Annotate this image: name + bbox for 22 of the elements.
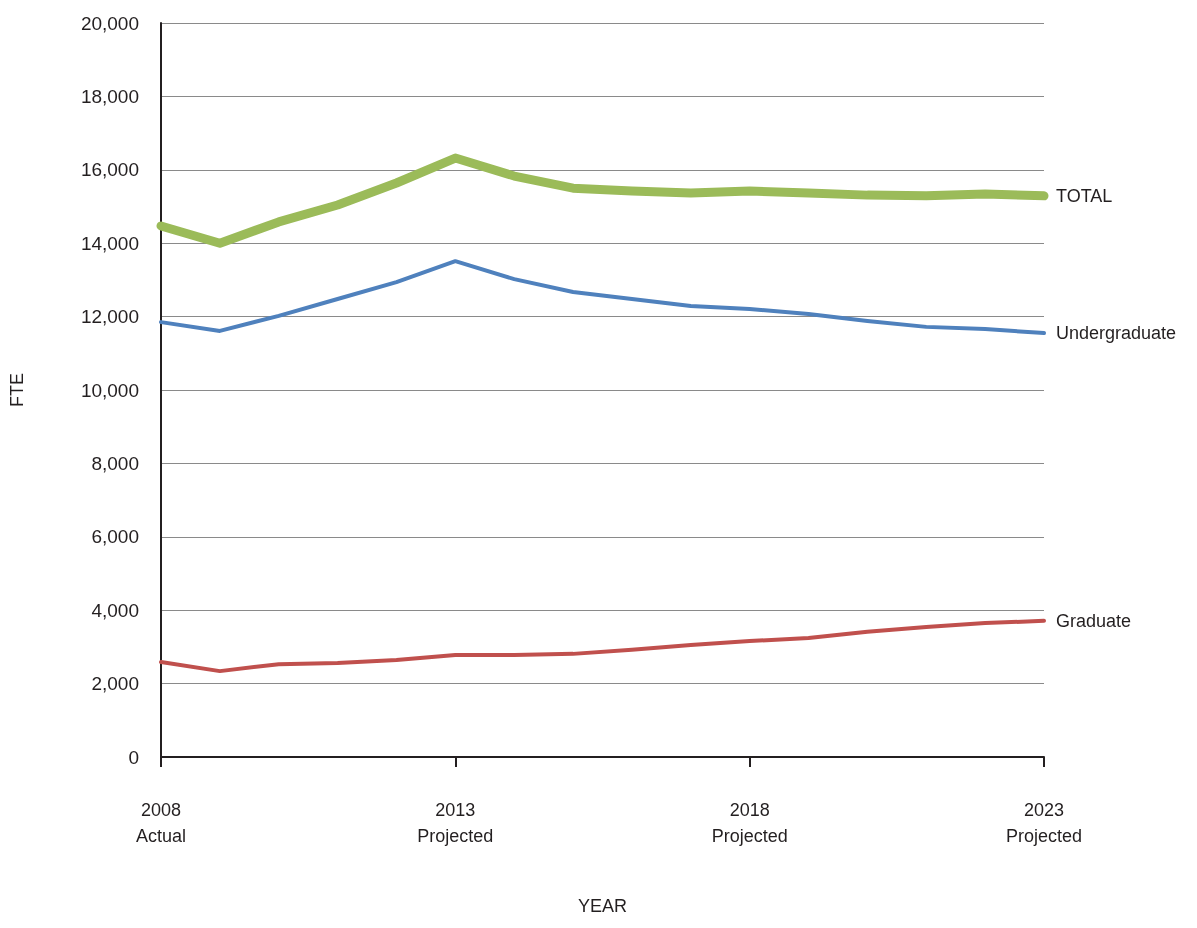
y-tick-label: 10,000 (80, 379, 139, 401)
x-tick-label: 2018 Projected (711, 800, 788, 846)
y-tick-label: 14,000 (80, 232, 139, 254)
line-series (159, 259, 1046, 336)
series-label: Undergraduate (1056, 323, 1177, 344)
y-tick-label: 20,000 (80, 12, 139, 34)
y-tick-label: 6,000 (91, 526, 139, 548)
x-tick-label: 2013 Projected (417, 800, 494, 846)
line-series (159, 618, 1046, 674)
x-tick-label: 2023 Projected (1005, 800, 1083, 846)
y-tick-label: 2,000 (91, 673, 139, 695)
y-tick-label: 18,000 (80, 85, 139, 107)
series-label: Graduate (1056, 610, 1132, 631)
x-tick-label: 2008 Actual (135, 800, 187, 846)
y-axis-title: FTE (7, 373, 27, 407)
y-tick-label: 12,000 (80, 306, 139, 328)
y-tick-label: 0 (128, 746, 139, 768)
y-tick-label: 4,000 (91, 599, 139, 621)
x-axis-title: YEAR (577, 896, 628, 916)
y-tick-label: 16,000 (80, 159, 139, 181)
series-label: TOTAL (1056, 185, 1113, 206)
y-tick-label: 8,000 (91, 452, 139, 474)
